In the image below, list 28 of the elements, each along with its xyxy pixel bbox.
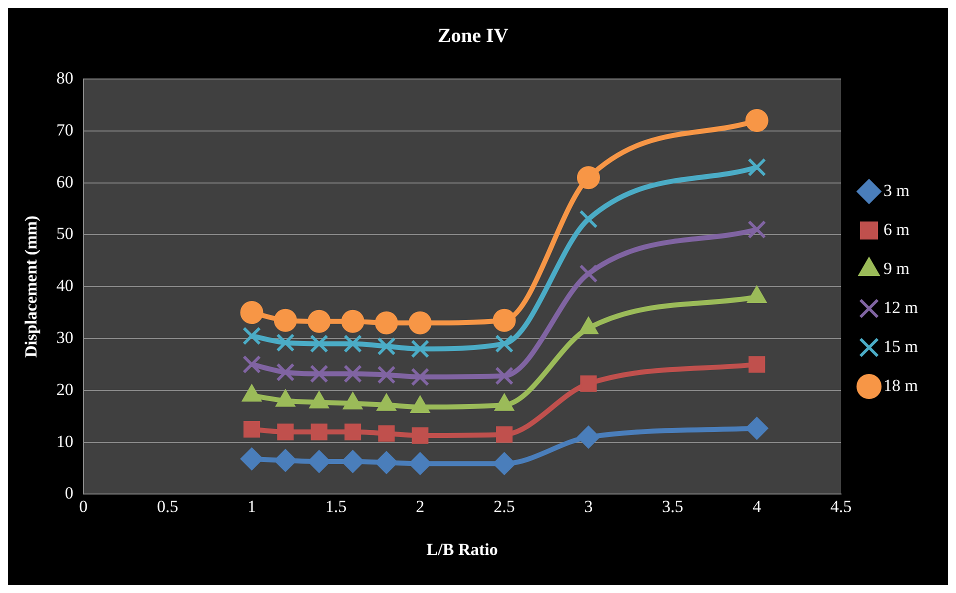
y-tick-label: 70 (56, 120, 74, 140)
legend-label: 12 m (884, 298, 918, 317)
legend-label: 18 m (884, 376, 918, 395)
y-tick-label: 40 (56, 276, 74, 296)
y-tick-label: 30 (56, 328, 74, 347)
chart-title: Zone IV (438, 25, 509, 48)
y-tick-label: 50 (56, 224, 74, 244)
legend-label: 3 m (884, 180, 910, 200)
legend-label: 9 m (884, 258, 910, 278)
legend-label: 6 m (884, 220, 910, 239)
x-tick-label: 2 (416, 496, 424, 516)
x-tick-label: 1 (248, 496, 256, 516)
x-tick-label: 0.5 (156, 496, 178, 516)
x-tick-label: 3.5 (662, 496, 684, 516)
x-tick-label: 3 (584, 496, 593, 516)
y-tick-label: 20 (56, 380, 74, 399)
x-tick-label: 4.5 (830, 496, 852, 516)
legend-label: 15 m (884, 336, 918, 356)
x-tick-label: 2.5 (494, 496, 515, 516)
x-tick-label: 0 (79, 496, 88, 516)
y-tick-label: 80 (56, 68, 74, 88)
y-tick-label: 0 (64, 484, 74, 503)
y-axis-title: Displacement (mm) (22, 216, 41, 358)
y-tick-label: 10 (56, 432, 74, 451)
y-tick-label: 60 (56, 172, 74, 192)
x-tick-label: 4 (752, 496, 762, 516)
x-tick-label: 1.5 (325, 496, 347, 516)
x-axis-title: L/B Ratio (426, 540, 498, 560)
